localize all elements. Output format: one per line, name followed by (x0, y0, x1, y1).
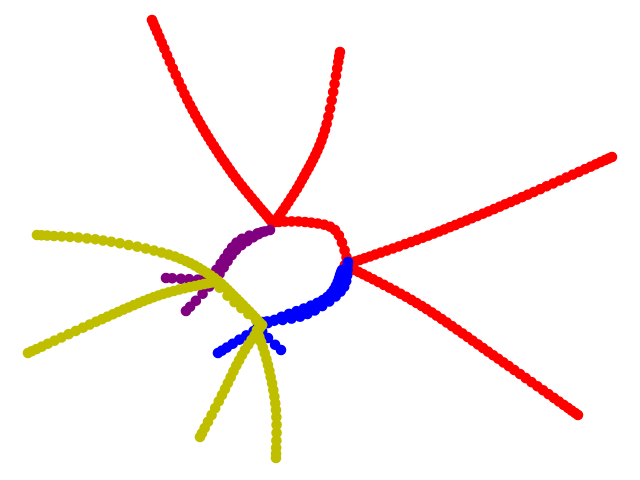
purple-stub-bead (166, 273, 178, 284)
blue-arc-loop-inner-bead (212, 347, 224, 359)
red-strand-top-bead (327, 86, 339, 98)
olive-strand-bottom-2 (251, 324, 282, 464)
red-strand-top-bead (326, 95, 338, 106)
purple-arc-inner-bead (180, 305, 192, 317)
purple-arc-inner-bead (197, 288, 208, 300)
red-arc-loop (269, 216, 354, 268)
red-strand-bottom-right (339, 259, 584, 421)
olive-strand-bottom-2-bead (271, 435, 282, 446)
olive-strand-left-bead (140, 243, 152, 254)
olive-strand-left-bead (97, 235, 109, 246)
purple-stub (160, 272, 210, 286)
olive-strand-left-bead (90, 234, 101, 245)
olive-connector-bead (214, 282, 225, 294)
olive-strand-left-bead (73, 232, 84, 243)
olive-strand-left-bead (132, 241, 143, 252)
olive-strand-left-bead (106, 236, 117, 248)
olive-connector-bead (222, 290, 233, 302)
red-strand-top-bead (324, 103, 336, 114)
red-strand-top-bead (330, 70, 342, 82)
olive-strand-left-bead (48, 230, 60, 242)
olive-strand-left-bead (81, 233, 93, 244)
olive-strand-left-bead (64, 231, 76, 243)
blue-stub-bead (275, 344, 287, 356)
olive-strand-bottom (194, 319, 268, 443)
olive-strand-left-bead (114, 238, 126, 249)
olive-strand-bottom-2-bead (271, 419, 282, 431)
red-strand-top-left (146, 14, 278, 228)
olive-connector (208, 276, 268, 331)
olive-connector-bead (236, 302, 247, 314)
olive-connector-bead (256, 319, 268, 331)
olive-connector-bead (243, 308, 254, 320)
olive-strand-left-bead (56, 231, 67, 242)
olive-strand-left-bead (123, 239, 134, 251)
purple-stub-bead (175, 273, 187, 285)
purple-arc-inner (180, 226, 268, 317)
olive-strand-bottom-2-bead (271, 427, 282, 439)
red-strand-top-bead (329, 78, 340, 90)
